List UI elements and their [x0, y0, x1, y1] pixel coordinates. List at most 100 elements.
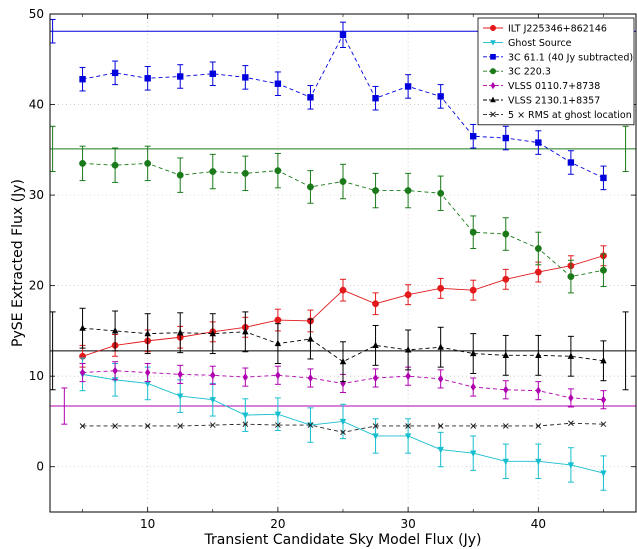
- marker-square: [209, 70, 216, 77]
- marker-triangle-up: [437, 343, 444, 350]
- x-tick-label: 40: [531, 517, 546, 531]
- marker-square: [535, 139, 542, 146]
- marker-triangle-down: [177, 393, 184, 400]
- marker-triangle-down: [567, 462, 575, 469]
- marker-circle: [534, 245, 542, 252]
- marker-x-stroke: [275, 422, 281, 428]
- marker-triangle-up: [307, 335, 314, 342]
- marker-x-stroke: [600, 421, 607, 428]
- series-3c-61-1-40-jy-subtracted: [79, 21, 607, 191]
- marker-x: [242, 421, 249, 428]
- marker-x: [340, 429, 346, 436]
- y-tick-label: 30: [29, 188, 44, 202]
- marker-diamond: [503, 385, 509, 394]
- marker-circle: [437, 189, 445, 197]
- marker-triangle-down: [242, 412, 249, 419]
- marker-triangle-up: [79, 324, 86, 331]
- marker-diamond: [242, 373, 249, 382]
- marker-square: [177, 73, 184, 80]
- marker-x: [535, 423, 542, 429]
- marker-x-stroke: [535, 423, 542, 429]
- marker-triangle-down: [209, 397, 216, 404]
- marker-triangle-up: [470, 349, 477, 357]
- marker-circle: [241, 169, 249, 177]
- marker-triangle-up: [567, 352, 575, 359]
- plot-frame: [49, 13, 637, 513]
- marker-x-stroke: [405, 423, 411, 429]
- marker-square: [437, 93, 444, 100]
- legend-label: 5 × RMS at ghost location: [508, 110, 632, 121]
- marker-triangle-down: [437, 446, 444, 454]
- marker-x: [490, 111, 496, 118]
- legend-label: ILT J225346+862146: [508, 24, 607, 35]
- marker-diamond: [437, 374, 444, 383]
- marker-diamond: [568, 393, 574, 402]
- marker-square: [144, 75, 151, 82]
- marker-triangle-down: [339, 418, 347, 426]
- marker-diamond: [405, 372, 411, 381]
- marker-x: [405, 423, 411, 429]
- marker-x: [79, 423, 86, 429]
- marker-circle: [372, 187, 380, 195]
- marker-x: [307, 422, 314, 428]
- marker-circle: [274, 316, 282, 324]
- marker-diamond: [372, 373, 379, 382]
- legend-label: VLSS 2130.1+8357: [508, 96, 600, 107]
- marker-square: [600, 174, 607, 182]
- series-5-rms-at-ghost-location: [79, 420, 607, 436]
- marker-circle: [567, 273, 575, 281]
- marker-x-stroke: [568, 420, 574, 427]
- x-tick-label: 30: [400, 517, 415, 531]
- marker-square: [339, 31, 347, 39]
- marker-x: [437, 423, 444, 429]
- marker-triangle-up: [111, 327, 119, 334]
- legend-entry: 5 × RMS at ghost location: [483, 110, 632, 121]
- marker-circle: [339, 286, 347, 294]
- marker-diamond: [210, 371, 216, 380]
- marker-circle: [534, 268, 542, 276]
- marker-x-stroke: [144, 423, 151, 429]
- marker-circle: [404, 291, 412, 299]
- series-vlss-2130-1-8357: [79, 307, 607, 383]
- marker-circle: [111, 161, 119, 169]
- marker-square: [567, 159, 575, 166]
- legend-label: Ghost Source: [508, 38, 572, 49]
- series-line: [82, 327, 604, 363]
- marker-triangle-down: [144, 380, 151, 388]
- marker-triangle-down: [470, 450, 477, 457]
- marker-triangle-up: [339, 357, 347, 365]
- marker-circle: [437, 284, 445, 292]
- marker-triangle-down: [274, 411, 282, 419]
- marker-triangle-up: [535, 351, 542, 358]
- y-tick-label: 10: [29, 369, 44, 383]
- legend-entry: Ghost Source: [483, 38, 572, 49]
- marker-circle: [79, 159, 87, 167]
- marker-triangle-down: [111, 377, 119, 384]
- marker-x: [372, 423, 379, 429]
- series-3c-220-3: [79, 145, 607, 294]
- marker-triangle-up: [404, 346, 412, 353]
- marker-triangle-up: [242, 328, 249, 335]
- marker-circle: [274, 167, 282, 175]
- x-tick-label: 20: [270, 517, 285, 531]
- marker-circle: [469, 286, 477, 294]
- data-series: [79, 21, 607, 491]
- marker-diamond: [112, 366, 118, 375]
- marker-square: [470, 133, 477, 140]
- marker-diamond: [600, 395, 607, 404]
- legend-box: [477, 17, 635, 126]
- marker-x-stroke: [307, 422, 314, 428]
- marker-x: [209, 422, 216, 428]
- marker-triangle-up: [502, 351, 509, 358]
- marker-circle: [372, 300, 380, 308]
- marker-triangle-down: [535, 458, 542, 466]
- legend-label: VLSS 0110.7+8738: [508, 81, 600, 92]
- series-vlss-0110-7-8738: [79, 361, 607, 410]
- marker-triangle-up: [490, 96, 496, 103]
- marker-diamond: [307, 373, 314, 382]
- marker-triangle-down: [490, 40, 496, 46]
- marker-triangle-up: [600, 356, 607, 364]
- marker-x-stroke: [209, 422, 216, 428]
- marker-circle: [502, 275, 510, 283]
- marker-square: [242, 74, 249, 81]
